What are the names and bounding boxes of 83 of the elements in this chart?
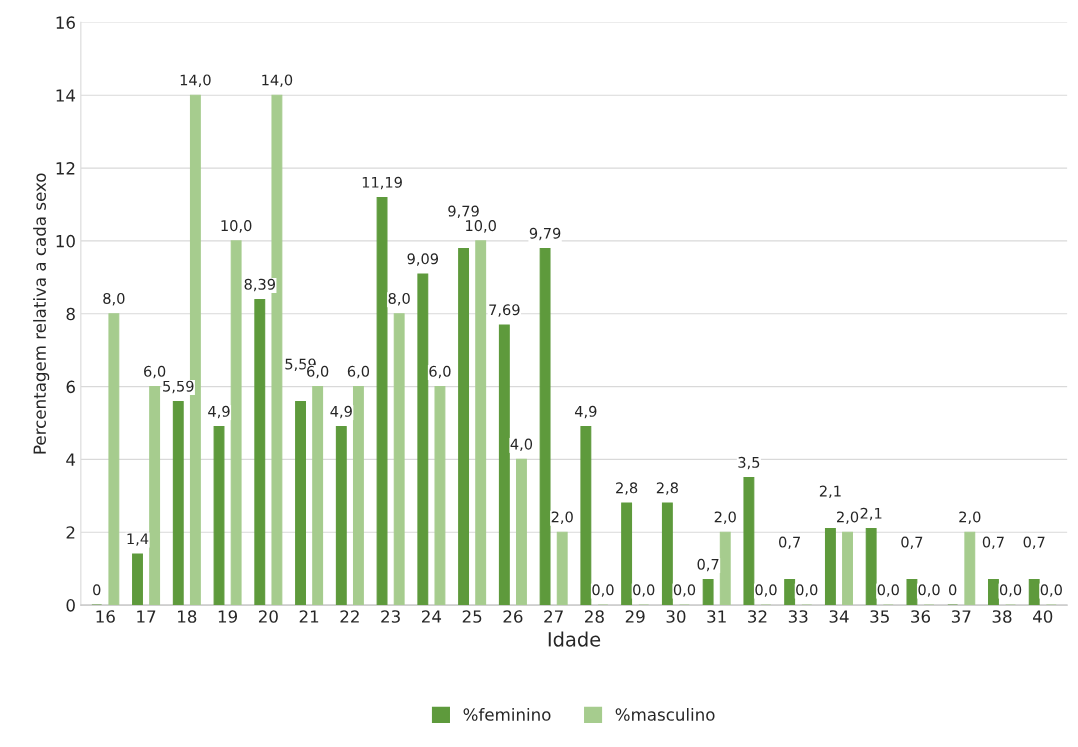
data-label: 9,79 [529, 227, 561, 241]
x-tick-label: 28 [585, 610, 604, 623]
data-label: 2,0 [837, 511, 859, 524]
x-axis-title: Idade [548, 631, 601, 647]
data-label: 4,0 [510, 438, 533, 452]
data-label: 4,9 [574, 405, 597, 419]
data-label: 2,0 [714, 511, 736, 524]
data-label: 11,19 [362, 176, 402, 190]
x-tick-label: 38 [992, 610, 1012, 623]
data-label: 0,0 [633, 584, 655, 597]
y-axis-title: Percentagem relativa a cada sexo [33, 173, 50, 454]
data-label: 7,69 [489, 304, 520, 317]
data-label: 0,7 [901, 536, 923, 550]
data-label: 0,7 [982, 536, 1004, 550]
data-label: 0,0 [877, 584, 899, 597]
x-tick-label: 22 [340, 610, 359, 623]
y-tick-label: 10 [56, 234, 75, 248]
x-tick-label: 26 [503, 610, 523, 623]
data-label: 6,0 [144, 365, 166, 379]
data-label: 4,9 [330, 405, 352, 419]
data-label: 0,0 [1040, 584, 1062, 597]
y-tick-label: 0 [66, 599, 75, 612]
data-label: 8,39 [244, 278, 275, 292]
data-label: 0,7 [779, 536, 800, 550]
data-label: 6,0 [347, 365, 370, 379]
y-tick-label: 12 [56, 162, 75, 175]
y-tick-label: 14 [56, 89, 76, 102]
data-label: 0,0 [999, 584, 1022, 597]
data-label: 10,0 [466, 220, 496, 233]
data-label: 0,0 [796, 584, 818, 597]
data-label: 2,8 [616, 482, 638, 495]
x-tick-label: 20 [258, 610, 278, 623]
x-tick-label: 18 [178, 610, 197, 623]
x-tick-label: 19 [218, 610, 238, 623]
y-tick-label: 8 [66, 307, 75, 321]
data-label: 0,0 [918, 584, 940, 597]
data-label: 8,0 [103, 292, 125, 306]
data-label: 14,0 [262, 74, 293, 87]
legend-label: %feminino [463, 707, 551, 721]
data-label: 2,8 [656, 482, 678, 495]
data-label: 10,0 [221, 220, 252, 233]
data-label: 0,7 [697, 558, 719, 572]
x-tick-label: 30 [666, 610, 686, 623]
legend-label: %masculino [615, 707, 715, 721]
data-label: 0 [93, 584, 101, 596]
data-label: 14,0 [180, 74, 211, 87]
x-tick-label: 16 [96, 610, 115, 623]
data-label: 0,7 [1023, 536, 1045, 550]
x-tick-label: 24 [422, 610, 442, 623]
y-tick-label: 16 [56, 16, 75, 29]
x-tick-label: 37 [951, 610, 971, 623]
data-label: 0,0 [673, 584, 696, 597]
data-label: 2,0 [959, 511, 981, 524]
data-label: 2,0 [551, 511, 573, 524]
x-tick-label: 23 [381, 610, 400, 623]
data-label: 6,0 [429, 365, 451, 379]
x-tick-label: 32 [748, 610, 767, 623]
x-tick-label: 35 [870, 610, 889, 623]
x-tick-label: 33 [788, 610, 808, 623]
x-tick-label: 21 [299, 610, 319, 623]
data-label: 4,9 [208, 405, 230, 419]
x-tick-label: 40 [1032, 610, 1053, 623]
x-tick-label: 29 [625, 610, 645, 623]
data-label: 0,0 [592, 584, 614, 597]
data-label: 0 [949, 584, 957, 596]
y-tick-label: 2 [66, 526, 75, 539]
data-label: 0,0 [755, 584, 777, 597]
data-label: 1,4 [127, 533, 149, 546]
x-tick-label: 36 [911, 610, 931, 623]
x-tick-label: 25 [462, 610, 482, 623]
x-tick-label: 27 [544, 610, 563, 623]
x-tick-label: 31 [707, 610, 726, 623]
y-tick-label: 4 [66, 453, 76, 466]
data-label: 5,59 [163, 380, 194, 394]
data-label: 3,5 [738, 456, 760, 470]
x-tick-label: 34 [829, 610, 849, 623]
y-tick-label: 6 [66, 380, 75, 394]
data-label: 8,0 [388, 292, 410, 306]
data-label: 2,1 [860, 507, 882, 521]
data-label: 9,09 [407, 253, 439, 266]
data-label: 2,1 [819, 485, 841, 499]
x-tick-label: 17 [137, 610, 156, 623]
data-label: 9,79 [448, 205, 479, 219]
